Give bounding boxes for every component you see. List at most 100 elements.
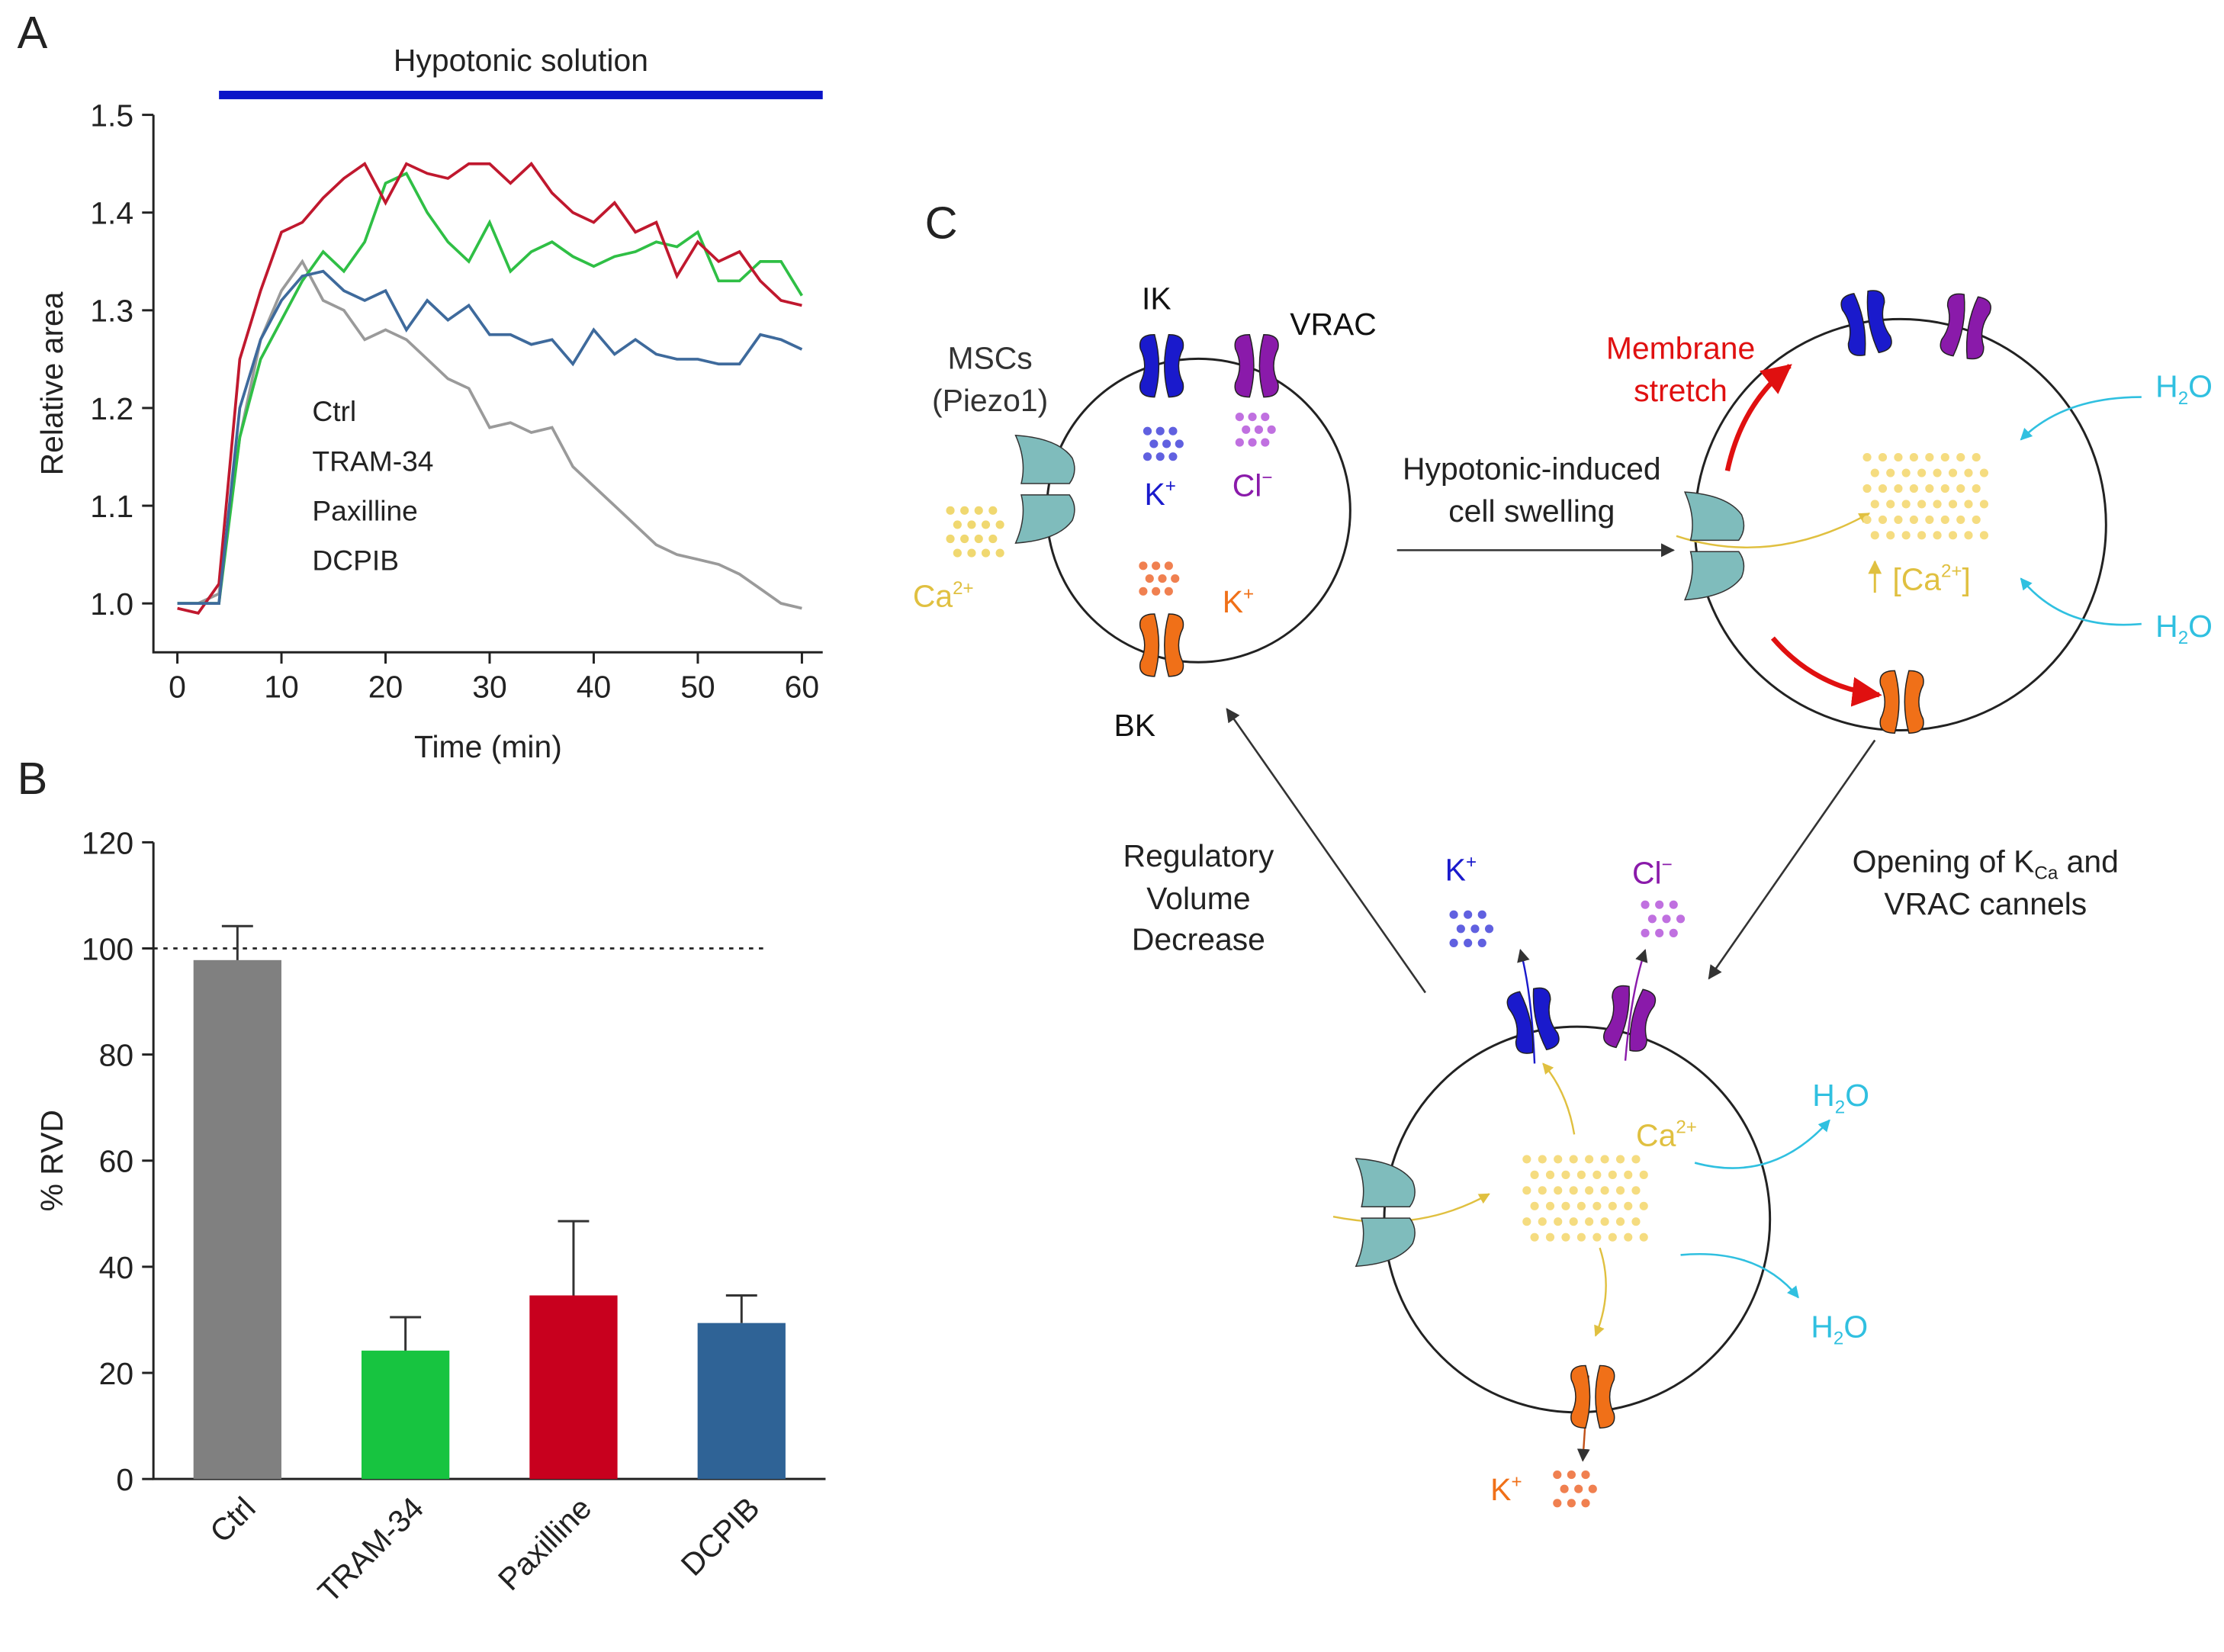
diagram-label: H2O <box>2155 369 2213 409</box>
ion-dot <box>1152 587 1161 596</box>
ion-dot <box>1979 468 1989 477</box>
label-text: H <box>1812 1078 1835 1113</box>
axis <box>152 114 823 654</box>
ion-dot <box>1261 438 1270 447</box>
ion-dot <box>1538 1186 1547 1195</box>
x-tick-label: 40 <box>577 670 611 705</box>
ion-dot <box>1631 1217 1641 1226</box>
ion-dot <box>1538 1155 1547 1164</box>
ion-dot <box>1925 484 1934 493</box>
ion-dot <box>1248 438 1257 447</box>
panel-label: B <box>18 753 48 804</box>
bar <box>697 1323 786 1480</box>
label-sup: + <box>1243 583 1254 604</box>
diagram-label: MSCs <box>947 340 1032 375</box>
piezo-half <box>1355 1158 1416 1207</box>
ion-dot <box>1139 561 1148 570</box>
ion-channel <box>1840 290 1892 356</box>
ion-dot <box>1862 484 1872 493</box>
ion-dot <box>1592 1201 1602 1210</box>
ion-dot <box>981 548 991 558</box>
label-text: H <box>2155 609 2178 644</box>
ion-dot <box>1464 938 1473 947</box>
channel-half <box>1595 1364 1615 1429</box>
ion-dot <box>1267 425 1276 434</box>
ion-dot <box>1581 1470 1590 1480</box>
ion-dot <box>1608 1170 1617 1179</box>
ion-dot <box>1545 1233 1555 1242</box>
error-bar <box>221 924 253 960</box>
ion-dot <box>1522 1155 1531 1164</box>
channel-half <box>1258 334 1279 398</box>
ion-dot <box>1175 439 1184 448</box>
ion-dot <box>1886 500 1895 509</box>
channel-half <box>1164 334 1184 398</box>
label-tail: and <box>2058 844 2119 879</box>
diagram-label: Opening of KCa and <box>1853 844 2119 883</box>
piezo-half <box>1683 551 1745 601</box>
y-tick-label: 20 <box>99 1356 133 1391</box>
diagram-label: Hypotonic-induced <box>1403 451 1661 486</box>
ion-dot <box>1862 453 1872 462</box>
channel-half <box>1866 290 1892 354</box>
ion-dot <box>1561 1233 1570 1242</box>
ion-dot <box>1553 1470 1562 1480</box>
label-text: H <box>2155 369 2178 404</box>
ion-channel <box>1139 334 1184 398</box>
y-tick-label: 40 <box>99 1250 133 1285</box>
ion-dot <box>1972 453 1981 462</box>
label-sup: + <box>1466 852 1477 873</box>
label-text: K <box>1445 853 1466 888</box>
ion-dot <box>1554 1186 1563 1195</box>
ion-dot <box>1870 531 1879 540</box>
channel-half <box>1940 293 1965 357</box>
legend-entry: Paxilline <box>312 494 417 526</box>
y-tick-label: 1.2 <box>90 391 133 426</box>
label-sub: 2 <box>2178 628 2188 648</box>
ion-channel <box>1506 987 1560 1054</box>
ion-dot <box>1894 484 1903 493</box>
ion-dot <box>1553 1499 1562 1508</box>
diagram-label: K+ <box>1223 583 1254 619</box>
ion-dot <box>1862 515 1872 524</box>
label-text: K <box>1490 1472 1511 1507</box>
x-tick-label: DCPIB <box>674 1490 767 1583</box>
ion-dot <box>1545 1170 1555 1179</box>
ion-dot <box>1624 1233 1633 1242</box>
ion-dot <box>1615 1186 1625 1195</box>
x-tick-label: Ctrl <box>203 1490 262 1549</box>
ion-dot <box>1933 500 1942 509</box>
ion-dot <box>1522 1217 1531 1226</box>
diagram-label: stretch <box>1634 373 1727 408</box>
label-sup: 2+ <box>1941 561 1962 582</box>
label-text: stretch <box>1634 373 1727 408</box>
diagram-label: VRAC <box>1290 307 1377 342</box>
line-series <box>177 269 803 605</box>
diagram-label: [Ca2+] <box>1892 561 1971 597</box>
channel-half <box>1234 334 1255 398</box>
ion-dot <box>1641 928 1650 937</box>
ion-dot <box>1139 587 1148 596</box>
label-text: Membrane <box>1606 330 1755 365</box>
channel-half <box>1139 334 1160 398</box>
ion-dot <box>967 548 976 558</box>
label-text: Cl <box>1233 468 1262 503</box>
ion-dot <box>1522 1186 1531 1195</box>
panel-label: C <box>925 197 958 248</box>
piezo-half <box>1355 1217 1416 1268</box>
ion-dot <box>1624 1201 1633 1210</box>
ion-dot <box>953 548 962 558</box>
ion-dot <box>1615 1155 1625 1164</box>
label-tail: O <box>2188 369 2213 404</box>
ion-dot <box>1530 1233 1539 1242</box>
ion-channel <box>1879 670 1924 734</box>
label-tail: O <box>2188 609 2213 644</box>
label-sub: Ca <box>2034 863 2058 884</box>
label-sup: 2+ <box>953 578 974 599</box>
ion-dot <box>1538 1217 1547 1226</box>
diagram-label: IK <box>1142 281 1171 316</box>
ion-dot <box>1940 515 1949 524</box>
label-tail: O <box>1845 1078 1869 1113</box>
ion-dot <box>1886 531 1895 540</box>
